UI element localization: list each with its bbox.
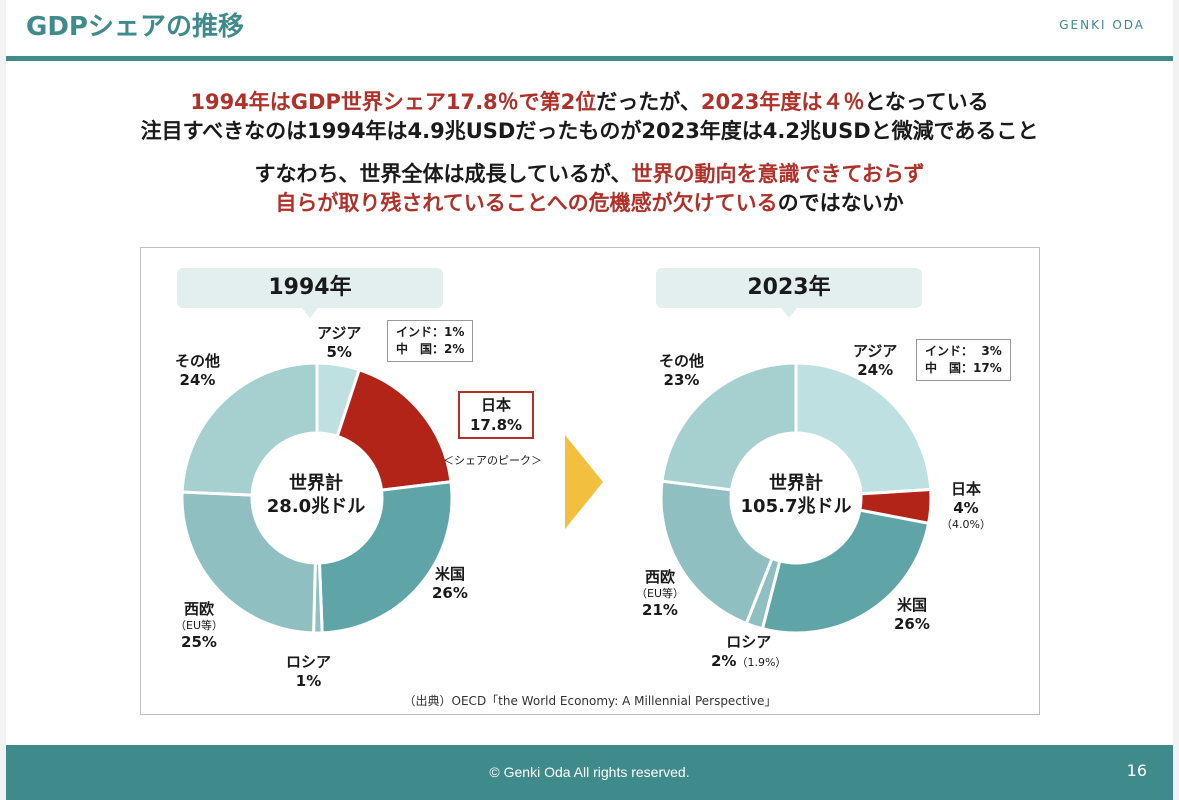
- message-segment: 2023年度は４％: [700, 90, 865, 114]
- note-india-china-1994: インド：1% 中 国：2%: [387, 320, 474, 362]
- slice-2023年-西欧: [659, 479, 775, 626]
- slide: GDPシェアの推移 GENKI ODA 1994年はGDP世界シェア17.8％で…: [6, 0, 1173, 800]
- source-citation: （出典）OECD「the World Economy: A Millennial…: [403, 694, 777, 708]
- slice-2023年-アジア: [794, 361, 933, 496]
- page-number: 16: [1126, 761, 1147, 780]
- center-total-1994: 世界計 28.0兆ドル: [266, 473, 366, 517]
- center-total-2023: 世界計 105.7兆ドル: [740, 473, 852, 517]
- header-divider: [6, 56, 1173, 61]
- footer: © Genki Oda All rights reserved. 16: [6, 745, 1173, 800]
- japan-peak-note: ＜シェアのピーク＞: [443, 454, 542, 467]
- label-russia-2023: ロシア 2%（1.9%）: [711, 633, 787, 670]
- chart-panel: 1994年 2023年 アジア 5% インド：1% 中 国：2% 日本 17.8% …: [140, 247, 1040, 715]
- slice-2023年-その他: [660, 361, 798, 492]
- label-us-2023: 米国 26%: [894, 596, 930, 633]
- label-other-2023: その他 23%: [659, 352, 705, 389]
- brand: GENKI ODA: [1059, 18, 1145, 32]
- donut-charts: [180, 361, 933, 635]
- label-asia-1994: アジア 5%: [317, 324, 362, 361]
- message-segment: すなわち、世界全体は成長しているが、: [254, 162, 632, 186]
- message-segment: 自らが取り残されていることへの危機感が欠けている: [275, 191, 778, 215]
- label-asia-2023: アジア 24%: [853, 342, 898, 379]
- message-segment: 1994年はGDP世界シェア17.8％で第2位: [190, 90, 597, 114]
- message-segment: となっている: [864, 90, 989, 114]
- label-japan-1994: 日本 17.8%: [458, 391, 535, 439]
- label-us-1994: 米国 26%: [432, 565, 468, 602]
- message-line-4: 自らが取り残されていることへの危機感が欠けているのではないか: [6, 189, 1173, 217]
- slice-1994年-日本: [335, 367, 453, 492]
- slice-1994年-米国: [317, 480, 454, 635]
- message-segment: だったが、: [596, 90, 701, 114]
- message-line-2: 注目すべきなのは1994年は4.9兆USDだったものが2023年度は4.2兆US…: [140, 119, 1039, 143]
- copyright: © Genki Oda All rights reserved.: [489, 764, 690, 780]
- slice-1994年-その他: [180, 361, 319, 497]
- message-line-3: すなわち、世界全体は成長しているが、世界の動向を意識できておらず: [6, 160, 1173, 188]
- page-title: GDPシェアの推移: [26, 12, 244, 42]
- message-segment: のではないか: [777, 191, 904, 215]
- label-japan-2023: 日本 4% （4.0%）: [941, 480, 991, 531]
- chart-1994-title: 1994年: [177, 268, 443, 318]
- message-segment: 世界の動向を意識できておらず: [631, 162, 925, 186]
- label-other-1994: その他 24%: [175, 352, 221, 389]
- message-line-1: 1994年はGDP世界シェア17.8％で第2位だったが、2023年度は４％となっ…: [6, 88, 1173, 116]
- label-russia-1994: ロシア 1%: [286, 653, 332, 690]
- slice-1994年-西欧: [180, 490, 317, 635]
- label-europe-2023: 西欧 （EU等） 21%: [636, 568, 685, 619]
- note-india-china-2023: インド： 3% 中 国：17%: [916, 339, 1011, 381]
- chart-2023-title: 2023年: [656, 268, 922, 318]
- slice-2023年-米国: [760, 508, 931, 635]
- label-europe-1994: 西欧 （EU等） 25%: [175, 600, 224, 651]
- arrow-right-icon: [565, 435, 603, 529]
